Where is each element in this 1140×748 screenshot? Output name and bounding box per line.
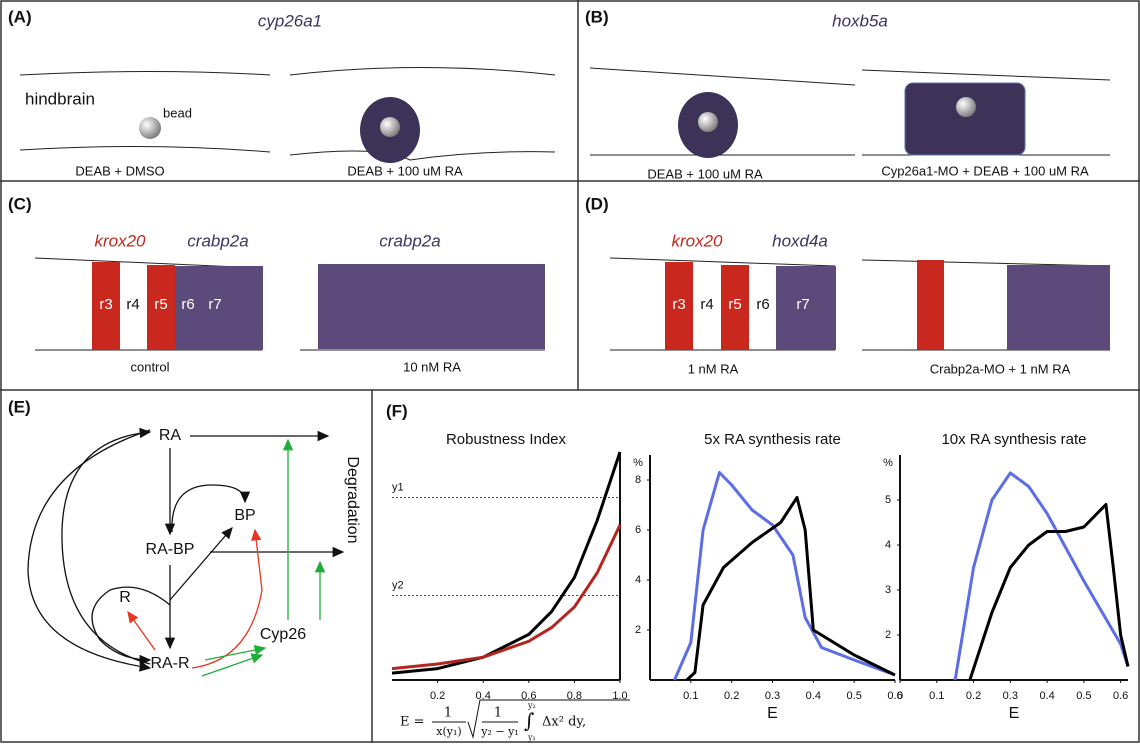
x-tick-label: 0.4 (476, 690, 491, 702)
data-line (391, 524, 622, 671)
caption: Cyp26a1-MO + DEAB + 100 uM RA (881, 163, 1089, 178)
panel-label: (B) (585, 7, 609, 26)
formula-lower: y₁ (527, 733, 536, 742)
node: RA-BP (146, 541, 195, 558)
x-tick-label: 0.6 (887, 690, 902, 702)
rhombomere: r4 (126, 296, 139, 313)
x-axis-label: E (1009, 705, 1020, 722)
sink-label: Degradation (344, 456, 361, 543)
region-label: hindbrain (25, 89, 95, 108)
panel-label: (F) (386, 401, 408, 420)
data-line (673, 471, 896, 681)
reference-label: y1 (392, 482, 404, 494)
x-tick-label: 0.6 (521, 690, 536, 702)
rhombomere: r3 (672, 296, 685, 313)
y-unit: % (883, 457, 893, 469)
data-line (391, 451, 622, 675)
rhombomere: r3 (99, 296, 112, 313)
caption: 1 nM RA (688, 361, 739, 376)
rhombomere: r4 (700, 296, 713, 313)
formula-num: 1 (444, 706, 452, 721)
caption: Crabp2a-MO + 1 nM RA (930, 361, 1071, 376)
gene: krox20 (94, 231, 146, 250)
y-tick-label: 6 (635, 524, 641, 536)
data-line (685, 496, 896, 682)
node: RA-R (150, 655, 189, 672)
caption: DEAB + 100 uM RA (647, 166, 763, 181)
rhombomere: r6 (181, 296, 194, 313)
x-tick-label: 0.8 (567, 690, 582, 702)
data-line (953, 471, 1130, 681)
node: RA (159, 427, 182, 444)
x-tick-label: 0.3 (1003, 690, 1018, 702)
gene: hoxb5a (832, 11, 888, 30)
x-tick-label: 0.5 (1076, 690, 1091, 702)
rhombomere: r5 (728, 296, 741, 313)
panel-f: (F) E = 1 x(y₁) 1 y₂ − y₁ ∫ y₂ y₁ Δx² dy… (386, 401, 630, 742)
chart-title: 5x RA synthesis rate (704, 431, 841, 448)
y-tick-label: 3 (885, 584, 891, 596)
x-tick-label: 0.2 (724, 690, 739, 702)
formula-integrand: Δx² dy, (542, 715, 586, 730)
data-line (968, 503, 1130, 681)
x-tick-label: 0.5 (847, 690, 862, 702)
x-tick-label: 0.6 (1113, 690, 1128, 702)
y-tick-label: 5 (885, 494, 891, 506)
rhombomere: r6 (756, 296, 769, 313)
panel-d: (D) krox20 hoxd4a r3 r4 r5 r6 r7 1 nM RA… (585, 194, 1111, 376)
rhombomere: r7 (208, 296, 221, 313)
x-tick-label: 0.1 (683, 690, 698, 702)
y-tick-label: 2 (635, 624, 641, 636)
gene: cyp26a1 (258, 11, 322, 30)
caption: DEAB + DMSO (75, 163, 164, 178)
x-tick-label: 0.4 (806, 690, 821, 702)
rhombomere: r5 (154, 296, 167, 313)
x-tick-label: 1.0 (612, 690, 627, 702)
chart-title: Robustness Index (446, 431, 567, 448)
formula: E = 1 x(y₁) 1 y₂ − y₁ ∫ y₂ y₁ Δx² dy, (400, 699, 630, 742)
bead-label: bead (163, 105, 192, 120)
panel-a: (A) cyp26a1 hindbrain bead DEAB + DMSO D… (8, 7, 556, 178)
gene: crabp2a (379, 231, 440, 250)
panel-e: (E) RA RA-BP BP R RA-R Cyp26 Degradation (8, 397, 361, 677)
panel-b: (B) hoxb5a DEAB + 100 uM RA Cyp26a1-MO +… (585, 7, 1111, 181)
node: Cyp26 (260, 626, 306, 643)
y-tick-label: 4 (635, 574, 641, 586)
formula-lhs: E = (400, 715, 425, 730)
chart-title: 10x RA synthesis rate (941, 431, 1086, 448)
y-tick-label: 2 (885, 629, 891, 641)
formula-den: x(y₁) (436, 725, 461, 738)
formula-num: 1 (494, 706, 502, 721)
caption: 10 nM RA (403, 359, 461, 374)
formula-upper: y₂ (527, 701, 536, 710)
y-unit: % (633, 457, 643, 469)
x-tick-label: 0.1 (929, 690, 944, 702)
panel-label: (D) (585, 194, 609, 213)
node: BP (234, 507, 255, 524)
caption: DEAB + 100 uM RA (347, 163, 463, 178)
x-axis-label: E (767, 705, 778, 722)
panel-label: (E) (8, 397, 31, 416)
node: R (119, 589, 131, 606)
x-tick-label: 0.2 (966, 690, 981, 702)
panel-c: (C) krox20 crabp2a r3 r4 r5 r6 r7 contro… (8, 194, 545, 374)
panel-label: (C) (8, 194, 32, 213)
y-tick-label: 8 (635, 474, 641, 486)
y-tick-label: 4 (885, 539, 891, 551)
reference-label: y2 (392, 580, 404, 592)
formula-integral: ∫ (524, 709, 534, 733)
caption: control (130, 359, 169, 374)
gene: krox20 (671, 231, 723, 250)
rhombomere: r7 (796, 296, 809, 313)
formula-den: y₂ − y₁ (480, 725, 518, 738)
x-tick-label: 0 (897, 690, 903, 702)
gene: hoxd4a (772, 231, 828, 250)
x-tick-label: 0.3 (765, 690, 780, 702)
x-tick-label: 0.2 (430, 690, 445, 702)
gene: crabp2a (187, 231, 248, 250)
x-tick-label: 0.4 (1039, 690, 1054, 702)
panel-label: (A) (8, 7, 32, 26)
